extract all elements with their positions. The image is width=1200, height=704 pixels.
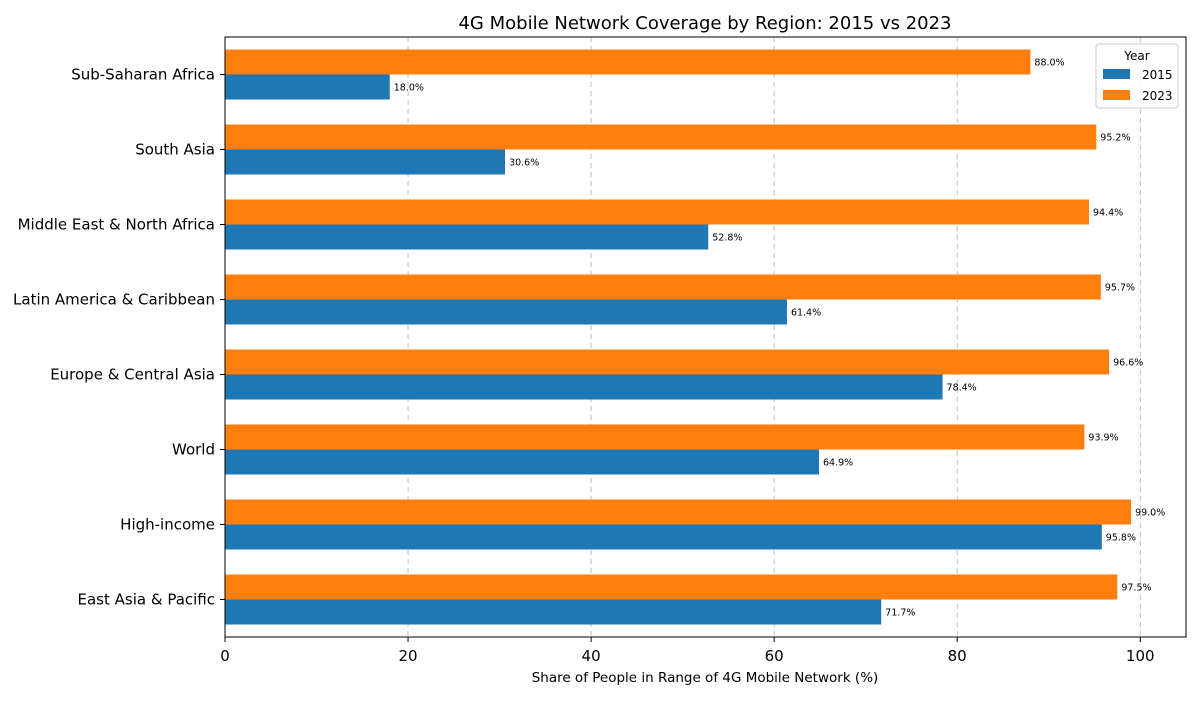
bar-2015[interactable] — [225, 524, 1102, 550]
value-label-2023: 95.7% — [1105, 283, 1135, 294]
value-label-2023: 95.2% — [1100, 133, 1130, 144]
legend[interactable]: Year 2015 2023 — [1095, 43, 1179, 109]
y-category-label: Sub-Saharan Africa — [71, 66, 215, 84]
y-category-label: East Asia & Pacific — [78, 591, 215, 609]
bar-2023[interactable] — [225, 199, 1089, 225]
value-label-2023: 88.0% — [1034, 58, 1064, 69]
value-label-2015: 52.8% — [712, 233, 742, 244]
y-category-label: World — [172, 441, 215, 459]
legend-title: Year — [1123, 49, 1149, 63]
x-axis-ticks: 0 20 40 60 80 100 — [220, 637, 1155, 665]
y-category-label: Europe & Central Asia — [50, 366, 215, 384]
value-label-2023: 94.4% — [1093, 208, 1123, 219]
value-label-2015: 78.4% — [947, 383, 977, 394]
value-label-2023: 97.5% — [1121, 583, 1151, 594]
x-tick-label-40: 40 — [582, 647, 601, 665]
legend-swatch-2023 — [1103, 90, 1130, 100]
bar-2023[interactable] — [225, 574, 1118, 600]
bar-2015[interactable] — [225, 374, 943, 400]
bar-2023[interactable] — [225, 274, 1101, 300]
x-tick-label-20: 20 — [399, 647, 418, 665]
x-tick-label-100: 100 — [1126, 647, 1155, 665]
bar-2015[interactable] — [225, 299, 787, 325]
bar-2023[interactable] — [225, 49, 1031, 75]
y-category-label: Middle East & North Africa — [18, 216, 215, 234]
value-label-2023: 93.9% — [1088, 433, 1118, 444]
bar-2015[interactable] — [225, 224, 709, 250]
y-category-label: South Asia — [135, 141, 215, 159]
value-label-2015: 18.0% — [394, 83, 424, 94]
legend-swatch-2015 — [1103, 69, 1130, 79]
bar-2023[interactable] — [225, 499, 1132, 525]
value-label-2015: 61.4% — [791, 308, 821, 319]
legend-label-2015: 2015 — [1142, 68, 1173, 82]
plot-frame — [224, 36, 1187, 638]
bar-2015[interactable] — [225, 149, 506, 175]
x-tick-label-80: 80 — [948, 647, 967, 665]
x-tick-label-0: 0 — [220, 647, 230, 665]
value-labels-layer: 88.0% 18.0% 95.2% 30.6% 94.4% 52.8% 95.7% 61.4%… — [394, 58, 1166, 619]
bar-2023[interactable] — [225, 424, 1085, 450]
y-category-label: Latin America & Caribbean — [13, 291, 215, 309]
chart-title: 4G Mobile Network Coverage by Region: 20… — [458, 13, 951, 34]
bars-layer — [225, 49, 1132, 625]
value-label-2015: 64.9% — [823, 458, 853, 469]
bar-2023[interactable] — [225, 124, 1097, 150]
value-label-2023: 99.0% — [1135, 508, 1165, 519]
value-label-2015: 95.8% — [1106, 533, 1136, 544]
x-axis-label: Share of People in Range of 4G Mobile Ne… — [532, 670, 879, 686]
bar-2023[interactable] — [225, 349, 1110, 375]
bar-2015[interactable] — [225, 599, 882, 625]
x-tick-label-60: 60 — [765, 647, 784, 665]
y-category-label: High-income — [120, 516, 215, 534]
legend-label-2023: 2023 — [1142, 89, 1173, 103]
bar-2015[interactable] — [225, 74, 390, 100]
value-label-2015: 71.7% — [885, 608, 915, 619]
bar-2015[interactable] — [225, 449, 819, 475]
y-axis-labels: Sub-Saharan Africa South Asia Middle East … — [13, 66, 225, 609]
value-label-2023: 96.6% — [1113, 358, 1143, 369]
value-label-2015: 30.6% — [509, 158, 539, 169]
